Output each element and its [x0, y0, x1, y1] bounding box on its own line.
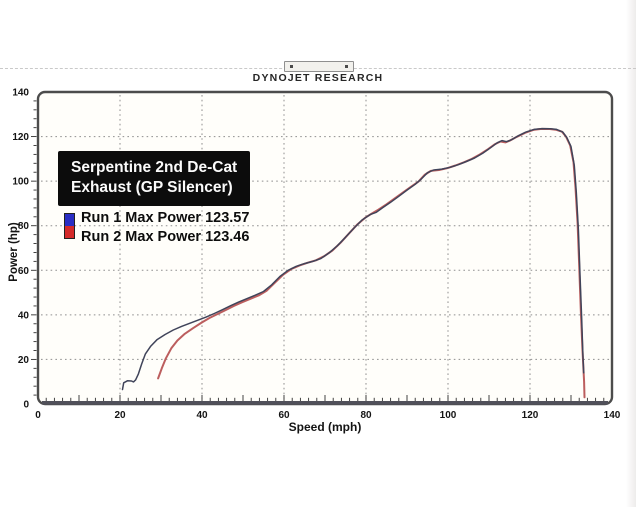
callout-line-2: Exhaust (GP Silencer) — [71, 179, 233, 196]
svg-text:40: 40 — [196, 410, 208, 421]
callout-box: Serpentine 2nd De-Cat Exhaust (GP Silenc… — [58, 151, 251, 206]
svg-text:20: 20 — [114, 410, 126, 421]
svg-text:80: 80 — [18, 221, 30, 232]
run2-label: Run 2 Max Power 123.46 — [81, 229, 250, 245]
svg-text:100: 100 — [12, 177, 29, 188]
svg-text:0: 0 — [23, 400, 29, 411]
svg-text:20: 20 — [18, 355, 30, 366]
svg-text:60: 60 — [278, 410, 290, 421]
slider-dot-left-icon — [290, 65, 293, 68]
slider-dot-right-icon — [345, 65, 348, 68]
callout-line-1: Serpentine 2nd De-Cat — [71, 159, 238, 176]
x-axis-title: Speed (mph) — [288, 420, 362, 434]
run2-color-icon — [65, 226, 74, 238]
run1-color-icon — [65, 214, 74, 226]
run1-label: Run 1 Max Power 123.57 — [81, 210, 250, 226]
page-title: DYNOJET RESEARCH — [252, 72, 384, 84]
svg-text:80: 80 — [360, 410, 372, 421]
svg-text:120: 120 — [522, 410, 539, 421]
svg-text:120: 120 — [12, 132, 29, 143]
svg-text:60: 60 — [18, 266, 30, 277]
run-legend: Run 1 Max Power 123.57 Run 2 Max Power 1… — [64, 209, 249, 247]
svg-text:100: 100 — [440, 410, 457, 421]
run-color-swatch — [64, 213, 75, 239]
svg-text:140: 140 — [12, 88, 29, 99]
y-axis-title: Power (hp) — [8, 222, 20, 282]
dyno-chart: 0 20 40 60 80 100 120 140 0 20 40 60 80 100 120 140 — [12, 88, 621, 422]
svg-text:40: 40 — [18, 310, 30, 321]
header-slider-thumb — [284, 61, 354, 72]
svg-text:0: 0 — [35, 410, 41, 421]
svg-text:140: 140 — [604, 410, 621, 421]
